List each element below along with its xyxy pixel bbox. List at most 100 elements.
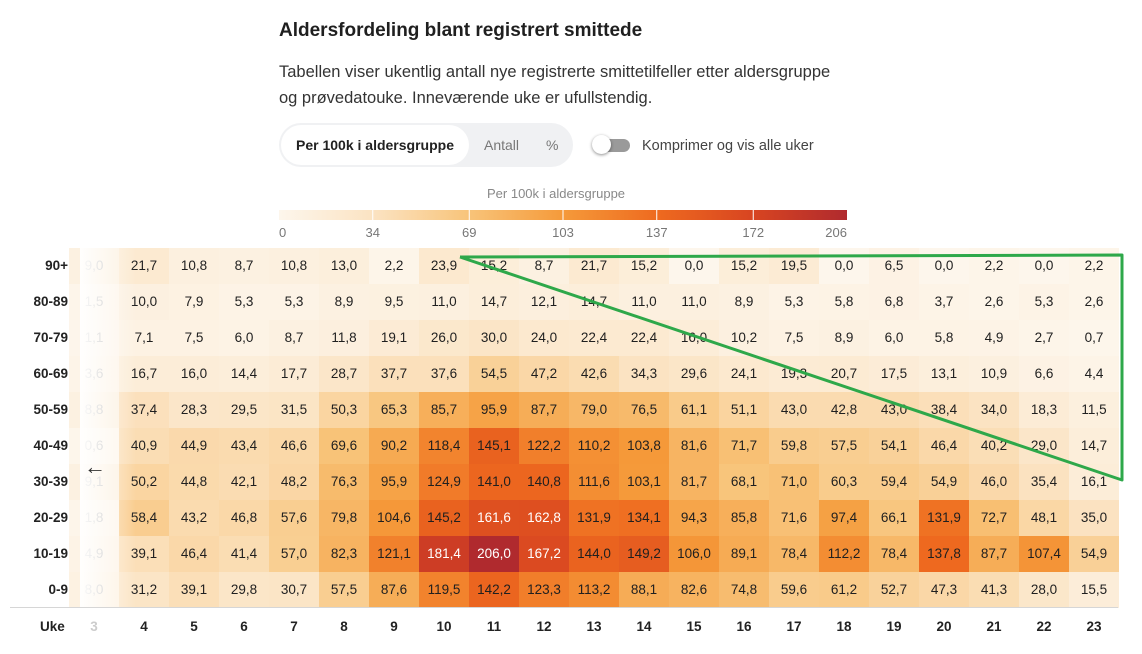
week-label: 7 <box>290 619 298 634</box>
compress-toggle-label[interactable]: Komprimer og vis alle uker <box>642 138 814 154</box>
heatmap-cell: 42,1 <box>219 464 269 500</box>
heatmap-cell: 46,6 <box>269 428 319 464</box>
heatmap-cell: 106,0 <box>669 536 719 572</box>
legend-title: Per 100k i aldersgruppe <box>487 186 626 201</box>
x-axis-line <box>10 607 1118 608</box>
view-option-antall[interactable]: Antall <box>484 137 520 153</box>
heatmap-cell: 59,6 <box>769 572 819 608</box>
heatmap-cell: 145,1 <box>469 428 519 464</box>
heatmap-cell: 47,2 <box>519 356 569 392</box>
heatmap-cell: 37,7 <box>369 356 419 392</box>
view-selector: Per 100k i aldersgruppe Antall % <box>279 123 573 167</box>
heatmap-cell: 4,4 <box>1069 356 1119 392</box>
heatmap-cell: 41,4 <box>219 536 269 572</box>
heatmap-cell: 48,2 <box>269 464 319 500</box>
row-label-age-group: 0-9 <box>48 582 68 597</box>
heatmap-cell: 78,4 <box>769 536 819 572</box>
heatmap-cell: 13,0 <box>319 248 369 284</box>
heatmap-cell: 94,3 <box>669 500 719 536</box>
heatmap-cell: 46,4 <box>169 536 219 572</box>
heatmap-cell: 79,0 <box>569 392 619 428</box>
week-label: 16 <box>736 619 752 634</box>
view-option-percent[interactable]: % <box>546 137 559 153</box>
heatmap-cell: 12,1 <box>519 284 569 320</box>
heatmap-cell: 9,5 <box>369 284 419 320</box>
compress-toggle[interactable] <box>592 135 630 154</box>
heatmap-cell: 8,9 <box>319 284 369 320</box>
heatmap-cell: 72,7 <box>969 500 1019 536</box>
heatmap-cell: 9,0 <box>69 248 119 284</box>
chart-description: Tabellen viser ukentlig antall nye regis… <box>279 63 831 107</box>
heatmap-cell: 66,1 <box>869 500 919 536</box>
heatmap-cell: 2,6 <box>969 284 1019 320</box>
heatmap-cell: 15,2 <box>719 248 769 284</box>
heatmap-cell: 162,8 <box>519 500 569 536</box>
heatmap-cell: 81,7 <box>669 464 719 500</box>
heatmap-cell: 79,8 <box>319 500 369 536</box>
heatmap-cell: 43,0 <box>869 392 919 428</box>
heatmap-cell: 10,2 <box>719 320 769 356</box>
heatmap-cell: 50,3 <box>319 392 369 428</box>
heatmap-cell: 81,6 <box>669 428 719 464</box>
heatmap-cell: 90,2 <box>369 428 419 464</box>
view-option-per-100k[interactable]: Per 100k i aldersgruppe <box>281 125 469 165</box>
heatmap-cell: 1,8 <box>69 500 119 536</box>
legend-tick-label: 206 <box>825 225 847 240</box>
heatmap-cell: 30,7 <box>269 572 319 608</box>
heatmap-cell: 54,1 <box>869 428 919 464</box>
heatmap-cell: 43,2 <box>169 500 219 536</box>
heatmap-cell: 78,4 <box>869 536 919 572</box>
heatmap-cell: 14,7 <box>1069 428 1119 464</box>
week-label: 9 <box>390 619 398 634</box>
heatmap-cell: 167,2 <box>519 536 569 572</box>
heatmap-cell: 59,8 <box>769 428 819 464</box>
heatmap-cell: 24,0 <box>519 320 569 356</box>
heatmap-cell: 40,2 <box>969 428 1019 464</box>
heatmap-cell: 131,9 <box>569 500 619 536</box>
heatmap-cell: 149,2 <box>619 536 669 572</box>
heatmap-cell: 29,0 <box>1019 428 1069 464</box>
heatmap-cell: 28,0 <box>1019 572 1069 608</box>
heatmap-cell: 82,3 <box>319 536 369 572</box>
week-label: 12 <box>536 619 552 634</box>
heatmap-cell: 48,1 <box>1019 500 1069 536</box>
heatmap-cell: 35,4 <box>1019 464 1069 500</box>
heatmap-cell: 14,7 <box>469 284 519 320</box>
heatmap-cell: 71,6 <box>769 500 819 536</box>
heatmap-cell: 21,7 <box>569 248 619 284</box>
heatmap-cell: 14,4 <box>219 356 269 392</box>
scroll-left-arrow-icon[interactable]: ← <box>84 454 106 479</box>
heatmap-cell: 3,7 <box>919 284 969 320</box>
heatmap-cell: 6,8 <box>869 284 919 320</box>
row-label-age-group: 80-89 <box>33 294 68 309</box>
heatmap-cell: 161,6 <box>469 500 519 536</box>
heatmap-cell: 22,4 <box>569 320 619 356</box>
heatmap-cell: 145,2 <box>419 500 469 536</box>
heatmap-cell: 140,8 <box>519 464 569 500</box>
heatmap-cell: 46,4 <box>919 428 969 464</box>
heatmap-cell: 42,8 <box>819 392 869 428</box>
heatmap-cell: 142,2 <box>469 572 519 608</box>
heatmap-cell: 34,0 <box>969 392 1019 428</box>
heatmap-cell: 107,4 <box>1019 536 1069 572</box>
heatmap-cell: 54,9 <box>1069 536 1119 572</box>
heatmap-cell: 31,5 <box>269 392 319 428</box>
heatmap-cell: 82,6 <box>669 572 719 608</box>
heatmap-cell: 28,3 <box>169 392 219 428</box>
heatmap-cell: 11,8 <box>319 320 369 356</box>
heatmap-cell: 97,4 <box>819 500 869 536</box>
heatmap-cell: 44,9 <box>169 428 219 464</box>
heatmap-cell: 57,6 <box>269 500 319 536</box>
heatmap-cell: 1,1 <box>69 320 119 356</box>
heatmap-cell: 0,7 <box>1069 320 1119 356</box>
row-label-age-group: 50-59 <box>33 402 68 417</box>
heatmap-cell: 14,7 <box>569 284 619 320</box>
heatmap-cell: 31,2 <box>119 572 169 608</box>
heatmap-cell: 71,7 <box>719 428 769 464</box>
heatmap-cell: 17,5 <box>869 356 919 392</box>
heatmap-cell: 134,1 <box>619 500 669 536</box>
row-label-age-group: 20-29 <box>33 510 68 525</box>
week-label: 18 <box>836 619 852 634</box>
heatmap-cell: 41,3 <box>969 572 1019 608</box>
heatmap-cell: 5,3 <box>219 284 269 320</box>
